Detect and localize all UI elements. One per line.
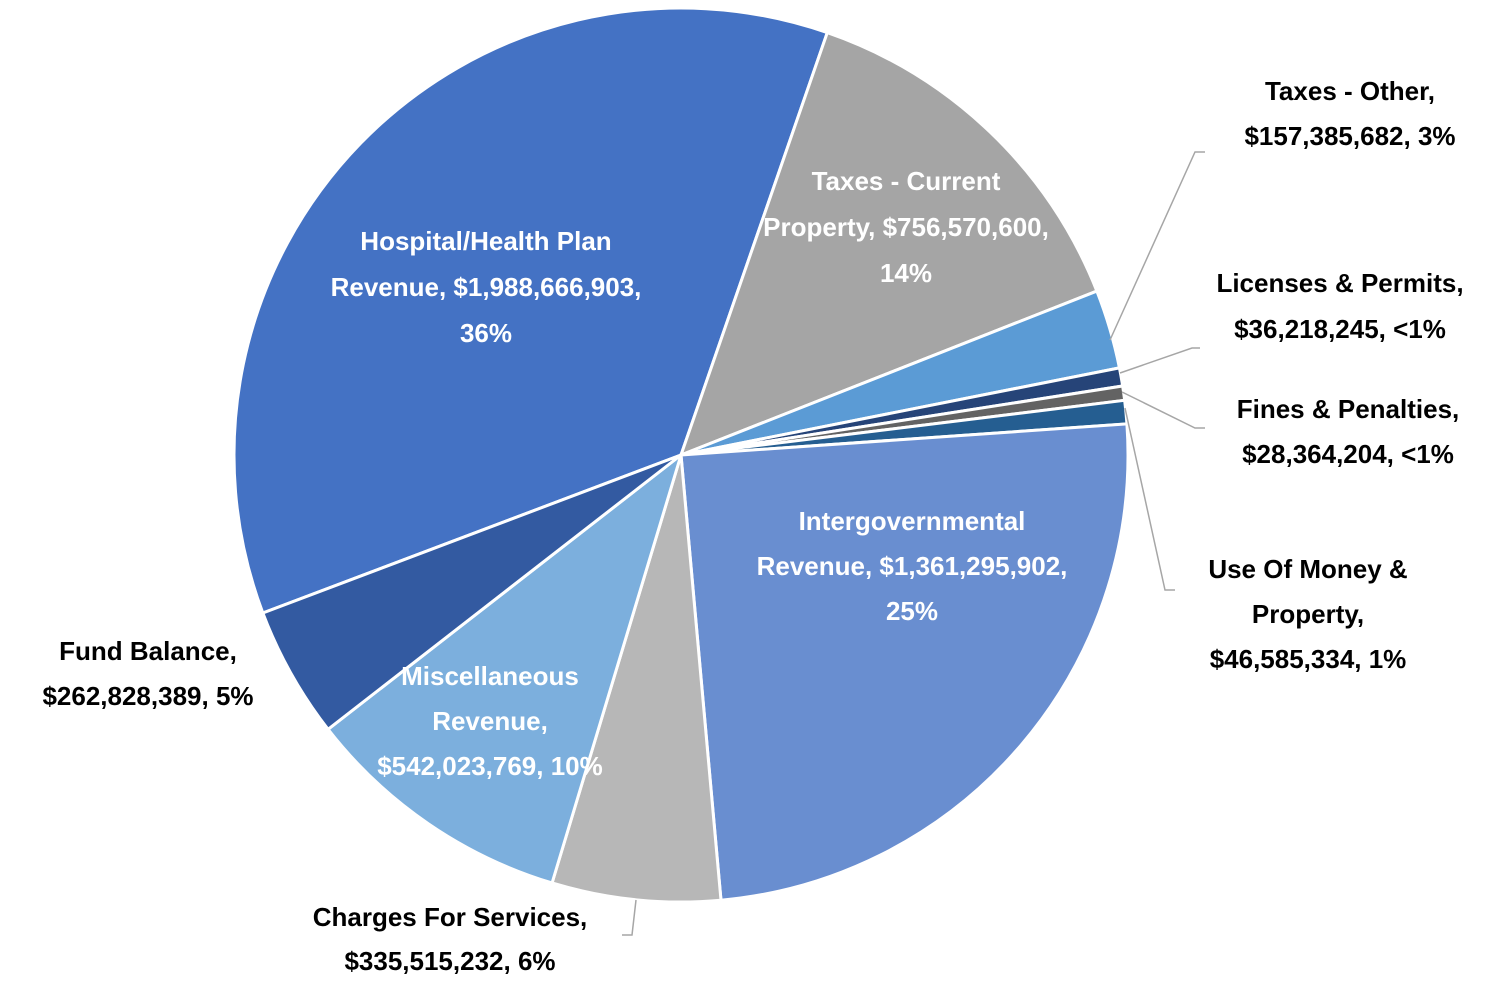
data-label: Use Of Money & Property, $46,585,334, 1% <box>1208 554 1407 674</box>
leader-line <box>1124 407 1175 591</box>
leader-line <box>1121 391 1205 429</box>
data-labels: Hospital/Health Plan Revenue, $1,988,666,… <box>42 76 1463 976</box>
data-label: Fines & Penalties, $28,364,204, <1% <box>1237 394 1460 469</box>
pie-slice: Fund Balance <box>260 453 682 732</box>
pie-slice: Intergovernmental Revenue <box>679 422 1130 902</box>
data-label: Hospital/Health Plan Revenue, $1,988,666,… <box>331 226 642 348</box>
data-label: Charges For Services, $335,515,232, 6% <box>313 902 588 976</box>
data-label: Miscellaneous Revenue, $542,023,769, 10% <box>377 661 603 781</box>
data-label: Fund Balance, $262,828,389, 5% <box>42 636 253 711</box>
leader-line <box>1119 347 1200 374</box>
pie-slice: Hospital/Health Plan Revenue <box>232 6 830 615</box>
pie-slice: Miscellaneous Revenue <box>325 450 684 885</box>
leader-line <box>1109 151 1205 341</box>
pie-slice: Charges For Services <box>550 454 723 904</box>
data-label: Taxes - Other, $157,385,682, 3% <box>1244 76 1455 151</box>
pie: Hospital/Health Plan RevenueTaxes - Curr… <box>232 6 1130 904</box>
data-label: Licenses & Permits, $36,218,245, <1% <box>1216 268 1463 344</box>
data-label: Intergovernmental Revenue, $1,361,295,902… <box>757 506 1068 626</box>
leader-line <box>622 899 637 936</box>
leader-lines <box>622 151 1205 936</box>
data-label: Taxes - Current Property, $756,570,600, 14… <box>763 166 1049 288</box>
pie-slice: Taxes - Current Property <box>678 30 1099 458</box>
